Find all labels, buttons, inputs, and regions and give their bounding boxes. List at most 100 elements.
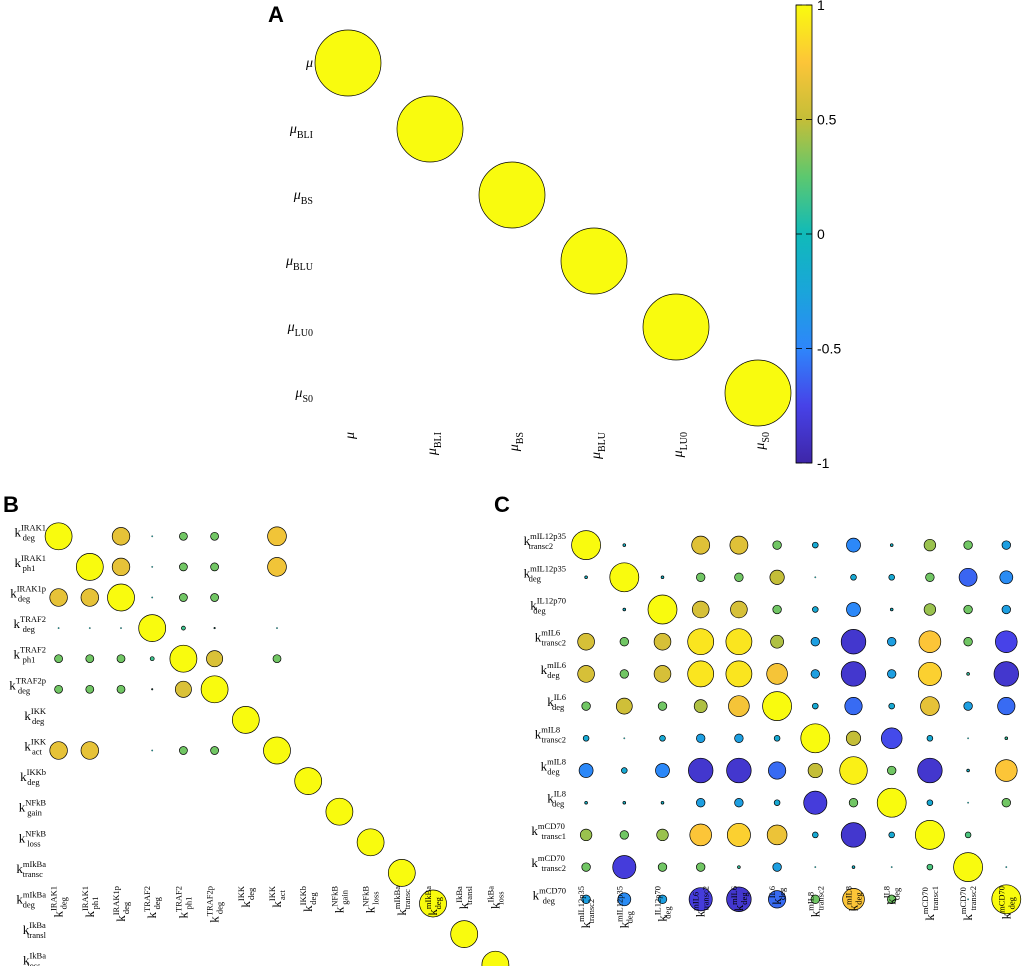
bubble-c-11-8	[887, 894, 897, 904]
row-label-b-14: kIkBa loss	[23, 951, 46, 966]
col-label-b-11: kmIkBatransc	[392, 886, 412, 916]
bubble-c-6-7	[845, 730, 862, 746]
bubble-c-1-0	[584, 575, 588, 580]
colorbar-tick-label: 0	[817, 226, 825, 242]
bubble-b-6-6	[231, 706, 260, 734]
bubble-b-3-7	[276, 627, 278, 629]
row-label-b-7: kIKK act	[24, 737, 46, 757]
bubble-c-8-6	[803, 790, 828, 815]
bubble-c-8-1	[622, 800, 627, 805]
bubble-c-0-3	[691, 535, 711, 555]
panel-b-letter: B	[3, 492, 19, 517]
bubble-c-7-7	[839, 756, 868, 785]
bubble-c-4-6	[810, 669, 820, 679]
bubble-c-10-8	[890, 866, 893, 868]
bubble-c-3-1	[619, 637, 629, 647]
bubble-c-7-6	[807, 762, 823, 779]
bubble-b-2-3	[151, 596, 154, 599]
bubble-c-1-9	[925, 572, 935, 582]
bubble-c-3-7	[840, 629, 867, 655]
bubble-c-1-1	[609, 562, 640, 593]
bubble-c-4-7	[840, 661, 867, 687]
bubble-c-2-6	[812, 606, 819, 613]
row-label-c-11: kmCD70 deg	[533, 885, 566, 905]
row-label-a-5: μS0	[294, 386, 313, 405]
bubble-c-11-7	[842, 888, 865, 911]
bubble-c-6-9	[926, 735, 934, 742]
bubble-a-2-2	[478, 161, 546, 229]
bubble-c-9-0	[579, 828, 593, 842]
bubble-c-11-0	[581, 894, 591, 904]
bubble-c-7-2	[655, 763, 670, 778]
bubble-c-7-1	[621, 767, 628, 774]
bubble-a-3-3	[560, 227, 628, 295]
bubble-c-4-8	[887, 669, 897, 679]
row-label-b-3: kTRAF2 deg	[14, 614, 46, 634]
col-label-c-6: kmIL8transc2	[805, 886, 825, 917]
bubble-c-5-0	[581, 701, 591, 711]
bubble-c-11-11	[991, 884, 1022, 915]
bubble-b-0-7	[267, 526, 287, 547]
bubble-b-0-0	[44, 522, 73, 551]
row-label-a-1: μBLI	[289, 122, 313, 141]
bubble-c-4-9	[917, 661, 942, 686]
bubble-c-11-10	[967, 898, 969, 901]
panel-c-letter: C	[494, 492, 510, 517]
bubble-c-1-11	[999, 570, 1014, 585]
row-label-c-9: kmCD70 transc1	[531, 821, 566, 841]
bubble-c-5-6	[812, 702, 819, 710]
bubble-c-9-4	[726, 822, 751, 847]
col-label-a-4: μLU0	[671, 432, 690, 458]
bubble-c-0-5	[772, 540, 782, 550]
col-label-c-8: kIL8deg	[882, 886, 902, 905]
col-label-c-5: kIL6deg	[767, 886, 787, 905]
col-label-b-13: kIkBatransl	[454, 885, 474, 909]
bubble-c-5-8	[888, 702, 895, 710]
bubble-c-8-7	[848, 798, 859, 808]
bubble-b-7-4	[179, 746, 188, 755]
bubble-b-0-3	[151, 535, 154, 538]
row-label-b-1: kIRAK1 ph1	[14, 553, 46, 573]
col-label-b-4: kTRAF2ph1	[173, 886, 193, 918]
bubble-c-9-8	[888, 831, 895, 839]
bubble-c-10-0	[581, 862, 591, 872]
col-label-a-2: μBS	[507, 432, 526, 452]
bubble-c-5-3	[693, 699, 708, 713]
bubble-c-2-4	[730, 600, 748, 619]
bubble-c-4-2	[653, 665, 672, 683]
col-label-b-2: kIRAK1pdeg	[111, 886, 131, 922]
bubble-c-3-0	[577, 632, 595, 651]
colorbar-tick-label: 0.5	[817, 112, 837, 128]
bubble-c-6-6	[800, 723, 831, 754]
col-label-c-4: kmIL6deg	[729, 886, 749, 911]
bubble-c-8-3	[696, 798, 706, 808]
col-label-a-1: μBLI	[425, 432, 444, 456]
row-label-c-10: kmCD70 transc2	[531, 853, 566, 873]
colorbar: 1 0.5 0 -0.5 -1	[795, 0, 841, 471]
row-label-b-8: kIKKb deg	[20, 767, 46, 787]
bubble-b-3-5	[213, 627, 216, 630]
bubble-c-1-10	[958, 567, 978, 587]
row-label-b-2: kIRAK1p deg	[10, 584, 46, 604]
bubble-c-0-10	[963, 540, 973, 550]
bubble-b-4-1	[85, 654, 95, 664]
row-label-b-4: kTRAF2 ph1	[14, 645, 46, 665]
bubble-c-10-4	[737, 865, 741, 869]
bubble-c-9-2	[656, 828, 669, 842]
bubble-c-4-0	[577, 665, 595, 683]
bubble-c-1-4	[734, 572, 744, 582]
bubble-b-11-11	[387, 859, 416, 887]
row-label-b-11: kmIkBa transc	[16, 859, 46, 879]
bubble-b-10-10	[356, 828, 385, 857]
bubble-c-9-10	[964, 831, 972, 839]
bubble-b-1-5	[210, 562, 219, 572]
bubble-c-3-2	[653, 632, 672, 651]
bubble-c-3-3	[687, 628, 715, 656]
bubble-a-4-4	[642, 293, 710, 361]
bubble-c-9-7	[840, 822, 867, 848]
bubble-c-3-9	[918, 630, 942, 653]
bubble-c-2-10	[963, 604, 973, 615]
bubble-c-11-5	[768, 890, 787, 909]
bubble-b-5-1	[85, 684, 95, 694]
bubble-b-2-4	[179, 593, 188, 602]
